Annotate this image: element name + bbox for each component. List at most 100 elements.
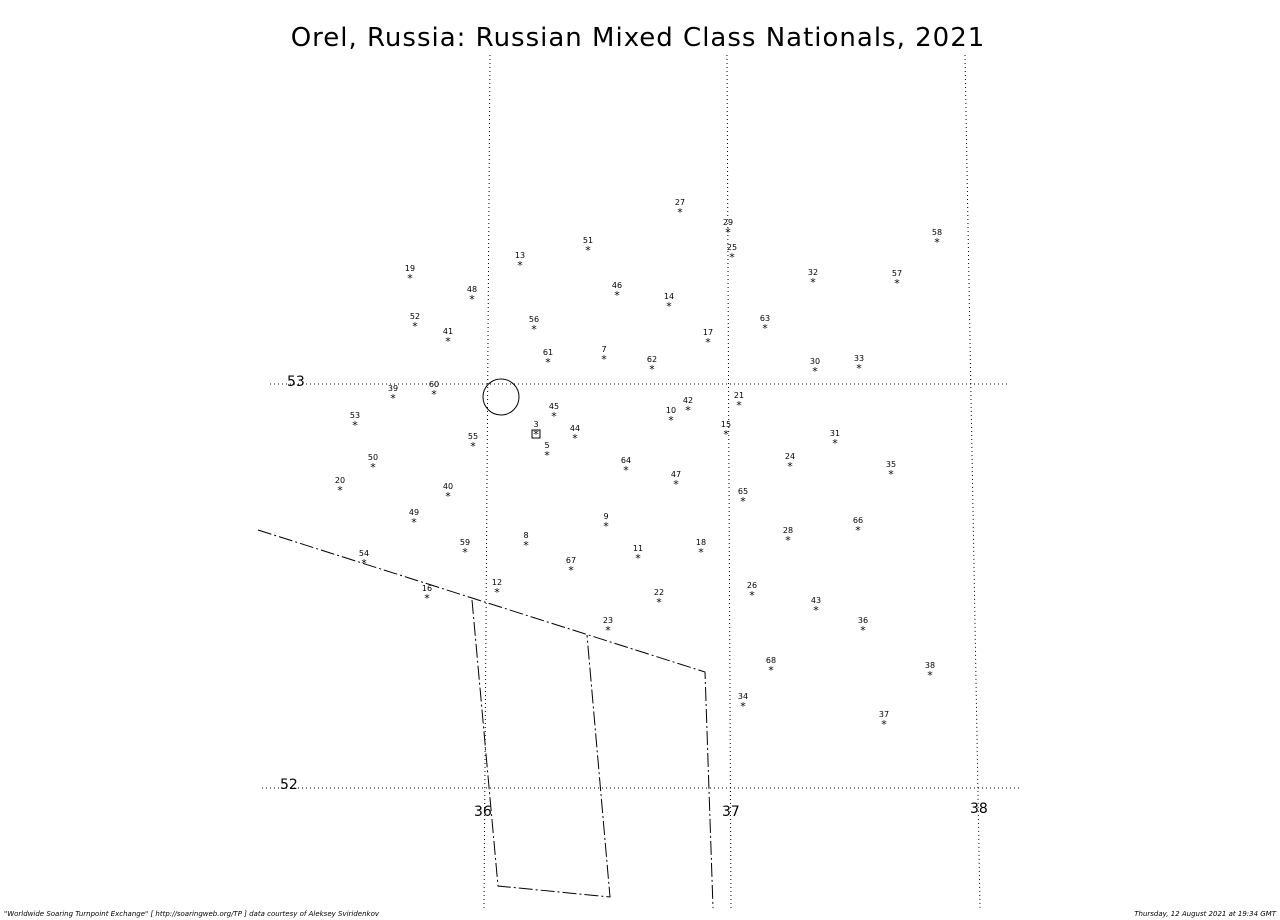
turnpoint-marker: * <box>531 323 537 336</box>
turnpoint-label: 49 <box>409 508 419 517</box>
turnpoint-label: 32 <box>808 268 818 277</box>
boundary <box>471 599 611 898</box>
turnpoint-marker: * <box>860 624 866 637</box>
turnpoint-label: 43 <box>811 596 821 605</box>
turnpoint-label: 10 <box>666 406 676 415</box>
turnpoint-marker: * <box>698 546 704 559</box>
boundary <box>257 529 714 909</box>
turnpoint-label: 64 <box>621 456 631 465</box>
turnpoint-marker: * <box>810 276 816 289</box>
turnpoint-label: 53 <box>350 411 360 420</box>
turnpoint-marker: * <box>494 586 500 599</box>
turnpoint-marker: * <box>603 520 609 533</box>
turnpoint-label: 25 <box>727 243 737 252</box>
turnpoint-marker: * <box>407 272 413 285</box>
turnpoint-marker: * <box>856 362 862 375</box>
turnpoint-label: 54 <box>359 549 369 558</box>
turnpoint-label: 27 <box>675 198 685 207</box>
lon-label: 36 <box>474 804 492 820</box>
lat-label: 53 <box>287 374 305 390</box>
footer-date: Thursday, 12 August 2021 at 19:34 GMT <box>1134 910 1276 918</box>
turnpoint-marker: * <box>666 300 672 313</box>
turnpoint-marker: * <box>787 460 793 473</box>
turnpoint-label: 16 <box>422 584 432 593</box>
lat-label: 52 <box>280 777 298 793</box>
airfield-marker <box>531 429 541 439</box>
turnpoint-marker: * <box>855 524 861 537</box>
turnpoint-marker: * <box>723 428 729 441</box>
turnpoint-label: 42 <box>683 396 693 405</box>
turnpoint-label: 48 <box>467 285 477 294</box>
turnpoint-label: 12 <box>492 578 502 587</box>
turnpoint-marker: * <box>390 392 396 405</box>
turnpoint-label: 66 <box>853 516 863 525</box>
turnpoint-marker: * <box>469 293 475 306</box>
turnpoint-marker: * <box>533 428 539 441</box>
turnpoint-marker: * <box>361 557 367 570</box>
turnpoint-label: 36 <box>858 616 868 625</box>
turnpoint-label: 31 <box>830 429 840 438</box>
turnpoint-label: 14 <box>664 292 674 301</box>
turnpoint-label: 19 <box>405 264 415 273</box>
turnpoint-label: 11 <box>633 544 643 553</box>
lon-label: 38 <box>970 801 988 817</box>
meridian <box>964 54 981 909</box>
turnpoints: *27*29*25*51*13*58*19*48 *46*14*32*57*52*… <box>335 198 942 731</box>
turnpoint-label: 18 <box>696 538 706 547</box>
turnpoint-marker: * <box>673 478 679 491</box>
turnpoint-marker: * <box>705 336 711 349</box>
turnpoint-marker: * <box>568 564 574 577</box>
turnpoint-label: 58 <box>932 228 942 237</box>
turnpoint-marker: * <box>656 596 662 609</box>
turnpoint-label: 46 <box>612 281 622 290</box>
turnpoint-marker: * <box>768 664 774 677</box>
meridian <box>726 54 732 909</box>
turnpoint-label: 44 <box>570 424 580 433</box>
turnpoint-label: 65 <box>738 487 748 496</box>
turnpoint-marker: * <box>585 244 591 257</box>
turnpoint-marker: * <box>749 589 755 602</box>
turnpoint-marker: * <box>614 289 620 302</box>
turnpoint-label: 56 <box>529 315 539 324</box>
turnpoint-marker: * <box>445 335 451 348</box>
turnpoint-label: 39 <box>388 384 398 393</box>
turnpoint-marker: * <box>729 251 735 264</box>
footer-credit: "Worldwide Soaring Turnpoint Exchange" [… <box>4 910 380 918</box>
turnpoint-label: 7 <box>601 345 606 354</box>
turnpoint-label: 13 <box>515 251 525 260</box>
turnpoint-marker: * <box>785 534 791 547</box>
turnpoint-marker: * <box>888 468 894 481</box>
turnpoint-label: 33 <box>854 354 864 363</box>
turnpoint-label: 67 <box>566 556 576 565</box>
turnpoint-marker: * <box>740 700 746 713</box>
airfield-circle <box>482 378 520 416</box>
turnpoint-marker: * <box>812 365 818 378</box>
turnpoint-marker: * <box>370 461 376 474</box>
turnpoint-marker: * <box>832 437 838 450</box>
turnpoint-marker: * <box>431 388 437 401</box>
turnpoint-label: 24 <box>785 452 795 461</box>
turnpoint-label: 59 <box>460 538 470 547</box>
turnpoint-label: 51 <box>583 236 593 245</box>
turnpoint-marker: * <box>517 259 523 272</box>
turnpoint-marker: * <box>813 604 819 617</box>
turnpoint-label: 15 <box>721 420 731 429</box>
turnpoint-label: 20 <box>335 476 345 485</box>
lon-label: 37 <box>722 804 740 820</box>
turnpoint-label: 38 <box>925 661 935 670</box>
turnpoint-label: 57 <box>892 269 902 278</box>
turnpoint-marker: * <box>894 277 900 290</box>
turnpoint-marker: * <box>677 206 683 219</box>
turnpoint-label: 22 <box>654 588 664 597</box>
turnpoint-label: 68 <box>766 656 776 665</box>
turnpoint-marker: * <box>411 516 417 529</box>
turnpoint-label: 50 <box>368 453 378 462</box>
turnpoint-label: 3 <box>533 420 538 429</box>
turnpoint-label: 37 <box>879 710 889 719</box>
turnpoint-marker: * <box>352 419 358 432</box>
turnpoint-label: 45 <box>549 402 559 411</box>
turnpoint-marker: * <box>605 624 611 637</box>
turnpoint-label: 17 <box>703 328 713 337</box>
turnpoint-marker: * <box>927 669 933 682</box>
